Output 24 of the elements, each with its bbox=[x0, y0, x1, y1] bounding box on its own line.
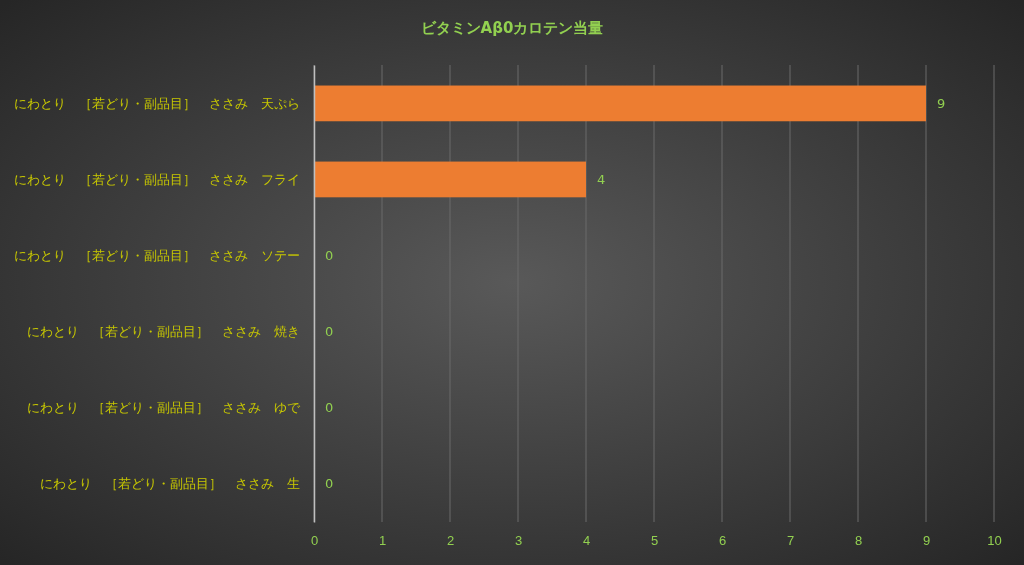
data-label: 4 bbox=[597, 171, 606, 187]
data-label: 0 bbox=[325, 400, 334, 416]
y-tick-label: にわとり ［若どり・副品目］ ささみ ゆで bbox=[27, 399, 301, 415]
x-tick-label: 8 bbox=[854, 533, 863, 549]
y-tick-label: にわとり ［若どり・副品目］ ささみ ソテー bbox=[14, 247, 300, 263]
x-tick-label: 10 bbox=[987, 533, 1002, 549]
chart-title: ビタミンAβ0カロテン当量 bbox=[420, 19, 604, 37]
data-label: 0 bbox=[325, 476, 334, 492]
x-tick-label: 5 bbox=[650, 533, 659, 549]
x-tick-label: 9 bbox=[922, 533, 931, 549]
x-tick-label: 2 bbox=[446, 533, 455, 549]
y-tick-label: にわとり ［若どり・副品目］ ささみ 焼き bbox=[27, 323, 300, 339]
x-tick-label: 4 bbox=[582, 533, 591, 549]
y-tick-label: にわとり ［若どり・副品目］ ささみ フライ bbox=[14, 171, 300, 187]
x-tick-label: 7 bbox=[786, 533, 795, 549]
data-label: 0 bbox=[325, 324, 334, 340]
data-label: 9 bbox=[937, 95, 946, 111]
x-tick-label: 6 bbox=[718, 533, 727, 549]
y-tick-label: にわとり ［若どり・副品目］ ささみ 天ぷら bbox=[14, 95, 300, 111]
y-tick-label: にわとり ［若どり・副品目］ ささみ 生 bbox=[40, 475, 300, 491]
x-tick-label: 0 bbox=[310, 533, 319, 549]
data-label: 0 bbox=[325, 248, 334, 264]
x-tick-label: 1 bbox=[378, 533, 387, 549]
x-tick-label: 3 bbox=[514, 533, 523, 549]
